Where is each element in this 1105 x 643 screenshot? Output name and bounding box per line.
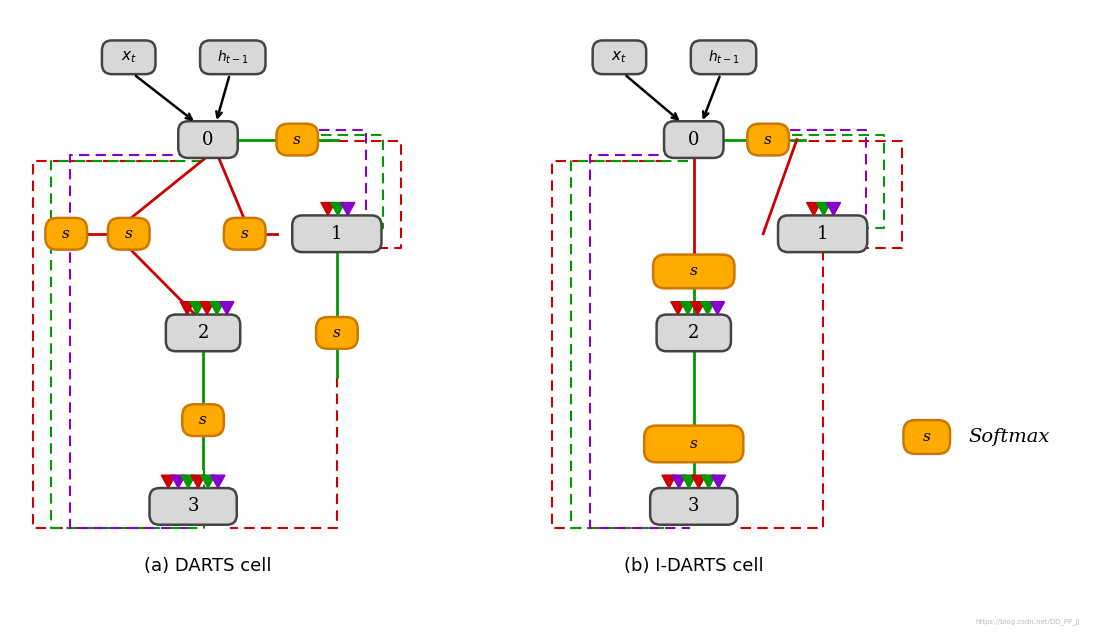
FancyBboxPatch shape xyxy=(653,255,735,288)
Polygon shape xyxy=(711,302,725,314)
FancyBboxPatch shape xyxy=(45,218,87,249)
FancyBboxPatch shape xyxy=(664,122,724,158)
Text: 1: 1 xyxy=(332,225,343,243)
FancyBboxPatch shape xyxy=(276,123,318,156)
Text: s: s xyxy=(690,264,697,278)
Text: $h_{t-1}$: $h_{t-1}$ xyxy=(217,49,249,66)
Polygon shape xyxy=(817,203,831,215)
FancyBboxPatch shape xyxy=(644,426,744,462)
Text: s: s xyxy=(293,132,302,147)
Text: s: s xyxy=(333,326,340,340)
Polygon shape xyxy=(691,302,705,314)
Polygon shape xyxy=(220,302,234,314)
Polygon shape xyxy=(180,302,194,314)
Polygon shape xyxy=(671,302,685,314)
FancyBboxPatch shape xyxy=(691,41,756,74)
Polygon shape xyxy=(190,302,204,314)
Text: s: s xyxy=(241,227,249,240)
Text: $x_t$: $x_t$ xyxy=(120,50,137,65)
Polygon shape xyxy=(672,475,686,488)
Text: s: s xyxy=(765,132,772,147)
Text: 1: 1 xyxy=(817,225,829,243)
FancyBboxPatch shape xyxy=(592,41,646,74)
FancyBboxPatch shape xyxy=(656,314,730,351)
FancyBboxPatch shape xyxy=(178,122,238,158)
Polygon shape xyxy=(200,302,214,314)
Polygon shape xyxy=(171,475,186,488)
FancyBboxPatch shape xyxy=(778,215,867,252)
FancyBboxPatch shape xyxy=(182,404,224,436)
FancyBboxPatch shape xyxy=(102,41,156,74)
Text: 2: 2 xyxy=(688,324,699,342)
FancyBboxPatch shape xyxy=(747,123,789,156)
Polygon shape xyxy=(701,302,715,314)
FancyBboxPatch shape xyxy=(108,218,149,249)
Polygon shape xyxy=(702,475,716,488)
FancyBboxPatch shape xyxy=(650,488,737,525)
FancyBboxPatch shape xyxy=(166,314,240,351)
Text: (a) DARTS cell: (a) DARTS cell xyxy=(145,557,272,575)
Polygon shape xyxy=(201,475,215,488)
Text: 0: 0 xyxy=(688,131,699,149)
Polygon shape xyxy=(662,475,676,488)
Text: $x_t$: $x_t$ xyxy=(611,50,628,65)
Polygon shape xyxy=(320,203,335,215)
Polygon shape xyxy=(330,203,345,215)
Polygon shape xyxy=(181,475,196,488)
FancyBboxPatch shape xyxy=(292,215,381,252)
Text: 3: 3 xyxy=(688,498,699,516)
Polygon shape xyxy=(210,302,224,314)
Text: s: s xyxy=(125,227,133,240)
FancyBboxPatch shape xyxy=(149,488,236,525)
Polygon shape xyxy=(712,475,726,488)
Text: 2: 2 xyxy=(198,324,209,342)
Text: 3: 3 xyxy=(188,498,199,516)
FancyBboxPatch shape xyxy=(224,218,265,249)
Polygon shape xyxy=(807,203,821,215)
Text: $h_{t-1}$: $h_{t-1}$ xyxy=(707,49,739,66)
FancyBboxPatch shape xyxy=(316,317,358,349)
Polygon shape xyxy=(682,475,696,488)
Text: (b) I-DARTS cell: (b) I-DARTS cell xyxy=(624,557,764,575)
Polygon shape xyxy=(692,475,706,488)
Polygon shape xyxy=(211,475,225,488)
FancyBboxPatch shape xyxy=(200,41,265,74)
Text: s: s xyxy=(923,430,930,444)
Text: Softmax: Softmax xyxy=(968,428,1050,446)
Text: https://blog.csdn.net/DD_PP_JJ: https://blog.csdn.net/DD_PP_JJ xyxy=(976,619,1081,626)
Polygon shape xyxy=(161,475,176,488)
Polygon shape xyxy=(191,475,206,488)
Polygon shape xyxy=(681,302,695,314)
Text: s: s xyxy=(690,437,697,451)
Text: 0: 0 xyxy=(202,131,213,149)
Text: s: s xyxy=(62,227,71,240)
Polygon shape xyxy=(827,203,841,215)
Polygon shape xyxy=(340,203,355,215)
FancyBboxPatch shape xyxy=(904,420,950,454)
Text: s: s xyxy=(199,413,207,427)
